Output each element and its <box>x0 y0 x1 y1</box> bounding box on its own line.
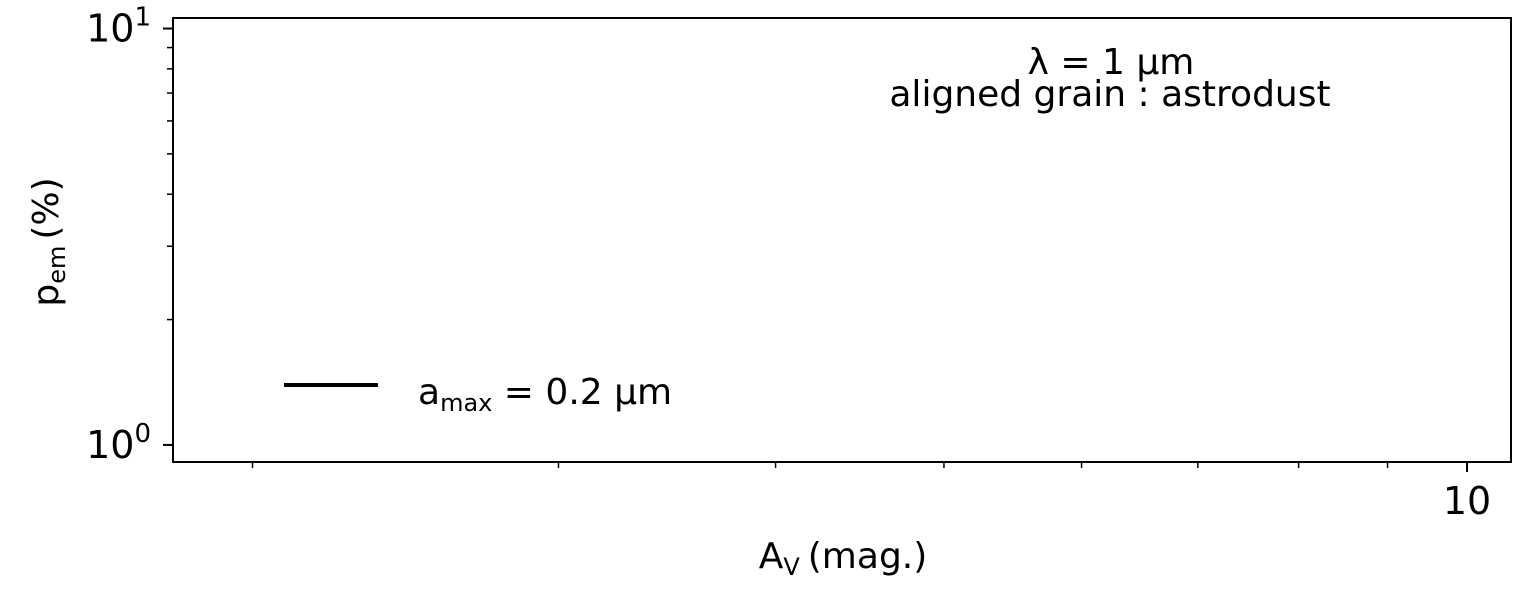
y-tick-label-base-0: 10 <box>86 423 134 467</box>
y-tick-label-1: 101 <box>86 3 151 51</box>
y-axis-title-sub: em <box>43 246 71 284</box>
y-tick-label-base-1: 10 <box>86 7 134 51</box>
legend-label-main: a <box>418 372 440 413</box>
annotation-wavelength: λ = 1 μm <box>1028 42 1195 83</box>
annotation-grain: aligned grain : astrodust <box>889 74 1330 115</box>
y-tick-label-exp-1: 1 <box>134 3 151 33</box>
y-tick-label-exp-0: 0 <box>134 419 151 449</box>
x-tick-label-0: 10 <box>1443 479 1491 523</box>
x-axis-title: AV (mag.) <box>759 536 928 581</box>
legend-label: amax = 0.2 μm <box>418 372 672 417</box>
y-tick-label-0: 100 <box>86 419 151 467</box>
legend-label-sub: max <box>440 389 492 417</box>
x-axis-ticks: 10 <box>251 462 1491 523</box>
x-axis-title-main: A <box>759 536 784 577</box>
plot-frame <box>172 17 1512 463</box>
y-axis-title-main: p <box>26 284 67 307</box>
legend-label-rest: = 0.2 μm <box>492 372 672 413</box>
legend: amax = 0.2 μm <box>284 372 672 417</box>
x-axis-title-sub: V <box>783 553 800 581</box>
x-axis-title-rest: (mag.) <box>808 536 928 577</box>
y-axis-title-rest: (%) <box>26 177 67 239</box>
y-axis-title: pem (%) <box>26 177 71 306</box>
